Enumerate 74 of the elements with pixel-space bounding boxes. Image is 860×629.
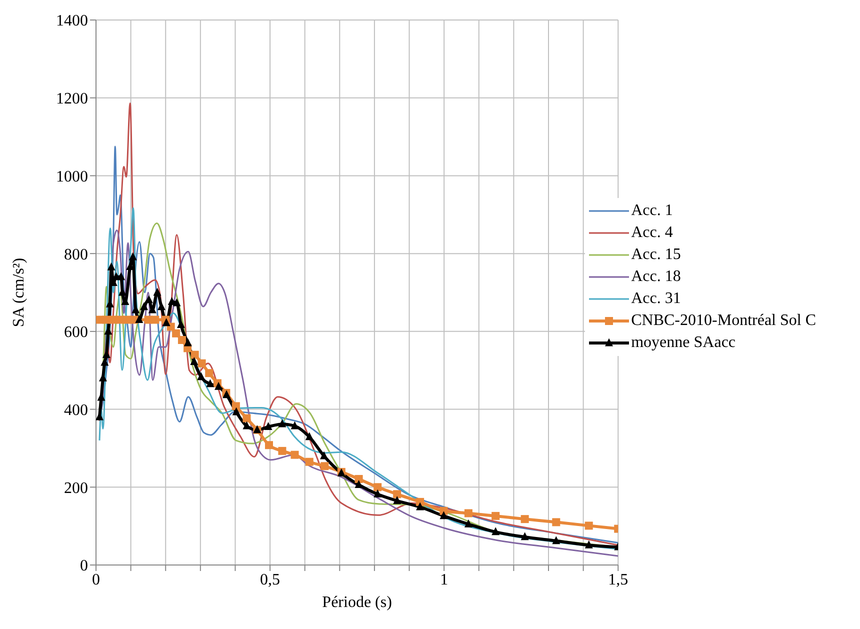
- point: [205, 369, 214, 378]
- x-tick-label: 0: [92, 571, 100, 588]
- legend-label: Acc. 18: [631, 268, 681, 286]
- point: [135, 314, 144, 323]
- y-axis-title: SA (cm/s²): [10, 258, 28, 328]
- point: [393, 490, 402, 498]
- point: [492, 512, 500, 520]
- legend-label: Acc. 15: [631, 246, 681, 264]
- x-axis-title: Période (s): [322, 594, 392, 611]
- y-tick-label: 1000: [56, 168, 88, 186]
- point: [178, 336, 186, 344]
- point: [232, 407, 240, 416]
- point: [140, 302, 148, 310]
- y-tick-label: 1200: [56, 90, 88, 108]
- point: [117, 272, 126, 280]
- point: [440, 511, 448, 520]
- point: [520, 515, 529, 524]
- point: [107, 262, 116, 270]
- point: [374, 483, 382, 492]
- point: [172, 298, 181, 306]
- y-tick-label: 800: [64, 246, 88, 264]
- legend-label: CNBC-2010-Montréal Sol C: [631, 312, 816, 330]
- y-tick-label: 200: [64, 480, 88, 497]
- y-tick-label: 400: [64, 402, 88, 419]
- point: [584, 540, 593, 548]
- legend-label: Acc. 31: [631, 290, 681, 308]
- y-tick-label: 600: [64, 324, 88, 342]
- point: [492, 527, 500, 536]
- point: [242, 414, 251, 422]
- point: [232, 402, 240, 410]
- point: [162, 318, 170, 326]
- point: [354, 474, 363, 483]
- point: [198, 359, 206, 368]
- point: [305, 432, 314, 440]
- point: [197, 372, 206, 380]
- point: [148, 305, 156, 314]
- y-tick-label: 0: [80, 558, 88, 575]
- x-tick-label: 1: [440, 571, 448, 588]
- legend-label: Acc. 1: [631, 202, 673, 220]
- point: [290, 450, 299, 459]
- point: [290, 421, 299, 430]
- point: [264, 422, 272, 430]
- point: [206, 379, 214, 388]
- point: [190, 356, 198, 365]
- point: [374, 489, 382, 498]
- point: [464, 519, 472, 528]
- point: [214, 382, 223, 390]
- point: [520, 532, 529, 540]
- x-tick-label: 0,5: [260, 571, 280, 588]
- point: [552, 518, 560, 526]
- point: [305, 458, 314, 466]
- point: [264, 441, 273, 450]
- y-tick-label: 1400: [56, 12, 88, 30]
- point: [190, 350, 199, 359]
- point: [393, 496, 402, 504]
- point: [153, 288, 162, 296]
- point: [172, 329, 180, 338]
- point: [176, 320, 185, 328]
- point: [100, 358, 109, 366]
- point: [278, 446, 286, 455]
- point: [464, 509, 472, 518]
- point: [278, 419, 286, 428]
- point: [320, 462, 329, 470]
- legend-label: moyenne SAacc: [631, 334, 736, 352]
- point: [157, 302, 166, 310]
- legend-label: Acc. 4: [631, 224, 673, 242]
- point: [151, 316, 160, 324]
- point: [184, 338, 192, 346]
- point: [320, 451, 328, 460]
- x-tick-label: 1,5: [608, 571, 628, 588]
- point: [584, 522, 593, 530]
- point: [552, 536, 560, 544]
- point: [128, 252, 137, 260]
- point: [416, 502, 424, 510]
